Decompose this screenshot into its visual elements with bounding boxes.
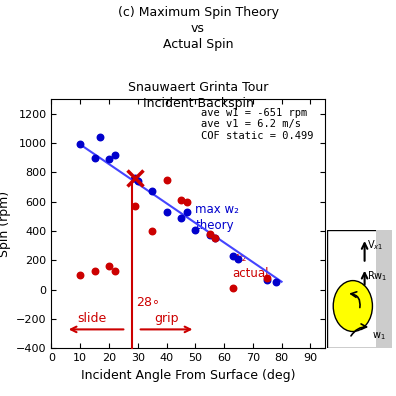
Point: [206, 232, 213, 239]
Point: [183, 209, 190, 215]
Point: [178, 215, 184, 221]
Y-axis label: Spin (rpm): Spin (rpm): [0, 191, 11, 257]
Text: max w₂
theory: max w₂ theory: [195, 204, 239, 232]
Point: [264, 275, 270, 281]
Text: grip: grip: [154, 312, 179, 325]
Point: [112, 152, 118, 158]
Point: [192, 227, 198, 233]
Text: w$_1$: w$_1$: [372, 330, 386, 342]
Point: [106, 156, 112, 162]
Text: slide: slide: [77, 312, 107, 325]
Point: [112, 268, 118, 274]
Text: V$_{x1}$: V$_{x1}$: [367, 238, 384, 252]
Point: [77, 141, 84, 148]
Point: [212, 235, 219, 242]
Point: [149, 188, 155, 194]
Bar: [376, 230, 392, 348]
Point: [91, 268, 98, 274]
Point: [230, 253, 236, 259]
Text: w₂
actual: w₂ actual: [233, 251, 269, 280]
Text: ave w1 = -651 rpm
ave v1 = 6.2 m/s
COF static = 0.499: ave w1 = -651 rpm ave v1 = 6.2 m/s COF s…: [201, 108, 314, 141]
Point: [135, 178, 141, 185]
Point: [206, 231, 213, 237]
Point: [212, 235, 219, 242]
Point: [235, 256, 242, 262]
Point: [264, 276, 270, 283]
Point: [97, 134, 103, 140]
Text: 28$\circ$: 28$\circ$: [136, 296, 160, 309]
Text: Snauwaert Grinta Tour
Incident Backspin: Snauwaert Grinta Tour Incident Backspin: [128, 81, 268, 110]
Point: [164, 209, 170, 215]
Point: [91, 154, 98, 161]
Text: Rw$_1$: Rw$_1$: [367, 269, 388, 282]
Point: [230, 285, 236, 291]
Point: [164, 177, 170, 183]
Point: [183, 198, 190, 205]
Point: [106, 263, 112, 269]
Point: [178, 197, 184, 204]
Point: [149, 228, 155, 234]
Point: [132, 203, 138, 209]
Point: [273, 278, 279, 285]
X-axis label: Incident Angle From Surface (deg): Incident Angle From Surface (deg): [81, 369, 295, 382]
Point: [77, 272, 84, 278]
Text: (c) Maximum Spin Theory
vs
Actual Spin: (c) Maximum Spin Theory vs Actual Spin: [118, 6, 278, 51]
Circle shape: [333, 281, 373, 331]
Point: [132, 175, 138, 181]
